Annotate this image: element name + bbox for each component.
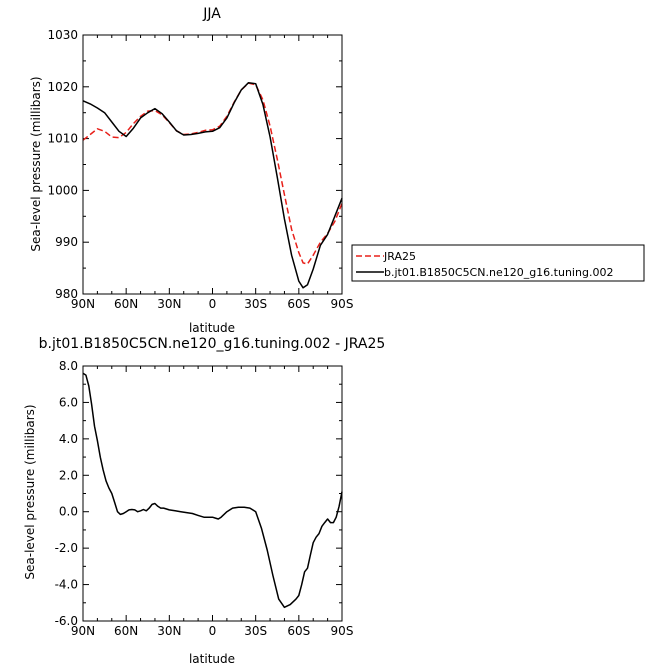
top-chart-ylabel: Sea-level pressure (millibars) xyxy=(29,76,43,251)
top-chart-lines xyxy=(82,81,343,289)
legend-entry-model: b.jt01.B1850C5CN.ne120_g16.tuning.002 xyxy=(356,266,613,279)
top-chart-series-line-1 xyxy=(82,81,343,289)
bottom-chart-x-tick-label: 30N xyxy=(157,624,181,638)
legend-box xyxy=(351,244,645,282)
bottom-chart-x-tick-label: 0 xyxy=(209,624,217,638)
top-chart-x-tick-label: 30N xyxy=(157,297,181,311)
bottom-chart-y-tick-label: -6.0 xyxy=(55,614,78,628)
top-chart-x-tick-label: 30S xyxy=(244,297,267,311)
bottom-chart-x-tick-label: 90N xyxy=(71,624,95,638)
bottom-chart-series-line-0 xyxy=(82,372,343,609)
bottom-chart-title: b.jt01.B1850C5CN.ne120_g16.tuning.002 - … xyxy=(39,336,386,352)
top-chart-series-line-0 xyxy=(82,82,343,265)
bottom-chart-y-tick-label: 0.0 xyxy=(59,505,78,519)
top-chart-x-ticks: 90N 60N 30N 0 30S 60S 90S xyxy=(71,35,354,311)
top-chart-title: JJA xyxy=(202,6,221,22)
bottom-chart-x-tick-label: 30S xyxy=(244,624,267,638)
top-chart-x-tick-label: 0 xyxy=(209,297,217,311)
bottom-chart-y-tick-label: 2.0 xyxy=(59,468,78,482)
top-chart-y-ticks: 980 990 1000 1010 1020 1030 xyxy=(47,28,342,301)
bottom-chart-xlabel: latitude xyxy=(189,652,235,666)
top-chart-y-tick-label: 1000 xyxy=(47,183,78,197)
top-chart-xlabel: latitude xyxy=(189,321,235,335)
top-chart-x-tick-label: 90N xyxy=(71,297,95,311)
legend-entry-jra25: JRA25 xyxy=(356,250,416,263)
top-chart-panel: JJA Sea-level pressure (millibars) latit… xyxy=(29,6,353,335)
top-chart-y-tick-label: 1030 xyxy=(47,28,78,42)
top-chart-y-tick-label: 980 xyxy=(55,287,78,301)
legend-label-model: b.jt01.B1850C5CN.ne120_g16.tuning.002 xyxy=(384,266,613,279)
bottom-chart-lines xyxy=(82,372,343,609)
top-chart-frame xyxy=(82,34,343,295)
bottom-chart-y-ticks: -6.0 -4.0 -2.0 0.0 2.0 4.0 6.0 8.0 xyxy=(55,359,342,628)
top-chart-x-tick-label: 60S xyxy=(287,297,310,311)
bottom-chart-y-tick-label: 6.0 xyxy=(59,395,78,409)
top-chart-y-tick-label: 1010 xyxy=(47,132,78,146)
bottom-chart-x-tick-label: 60N xyxy=(114,624,138,638)
bottom-chart-x-tick-label: 90S xyxy=(331,624,354,638)
bottom-chart-y-tick-label: -4.0 xyxy=(55,578,78,592)
legend-label-jra25: JRA25 xyxy=(383,250,416,263)
bottom-chart-frame xyxy=(82,365,343,622)
legend: JRA25 b.jt01.B1850C5CN.ne120_g16.tuning.… xyxy=(351,244,645,282)
top-chart-y-tick-label: 1020 xyxy=(47,80,78,94)
bottom-chart-y-tick-label: 8.0 xyxy=(59,359,78,373)
bottom-chart-y-tick-label: -2.0 xyxy=(55,541,78,555)
bottom-chart-x-ticks: 90N 60N 30N 0 30S 60S 90S xyxy=(71,366,354,638)
bottom-chart-panel: b.jt01.B1850C5CN.ne120_g16.tuning.002 - … xyxy=(23,336,385,666)
bottom-chart-x-tick-label: 60S xyxy=(287,624,310,638)
bottom-chart-ylabel: Sea-level pressure (millibars) xyxy=(23,404,37,579)
top-chart-y-tick-label: 990 xyxy=(55,235,78,249)
top-chart-x-tick-label: 60N xyxy=(114,297,138,311)
bottom-chart-y-tick-label: 4.0 xyxy=(59,432,78,446)
top-chart-x-tick-label: 90S xyxy=(331,297,354,311)
